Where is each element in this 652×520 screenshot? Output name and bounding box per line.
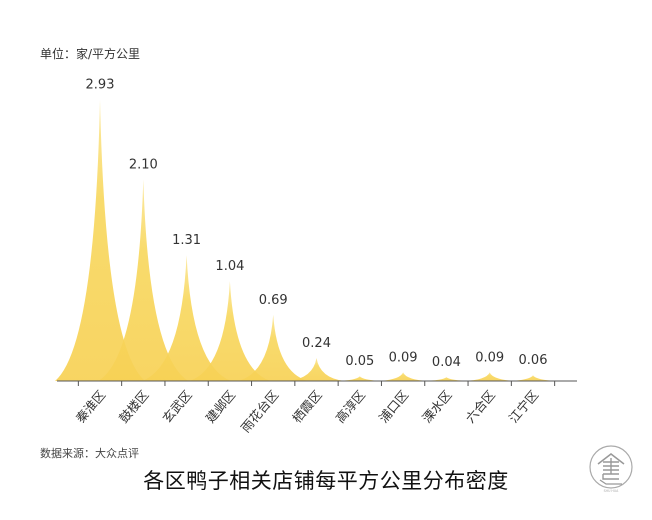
value-label: 0.04	[432, 355, 461, 370]
unit-label: 单位：家/平方公里	[40, 47, 141, 61]
shu-seal-logo-icon: SHU HUA	[589, 445, 633, 493]
spike-5	[238, 314, 309, 381]
spike-4	[189, 281, 271, 381]
spike-10	[463, 372, 516, 381]
category-label: 秦淮区	[73, 387, 109, 425]
value-label: 0.24	[302, 336, 331, 351]
value-label: 0.09	[389, 350, 418, 365]
value-label: 1.04	[215, 259, 244, 274]
value-label: 2.93	[86, 78, 115, 93]
data-source-label: 数据来源：大众点评	[40, 447, 139, 460]
category-label: 江宁区	[506, 387, 542, 425]
value-label: 1.31	[172, 233, 201, 248]
value-label: 0.69	[259, 293, 288, 308]
category-label: 鼓楼区	[116, 387, 152, 425]
category-label: 玄武区	[159, 387, 195, 425]
category-label: 建邺区	[203, 387, 239, 425]
spike-6	[288, 357, 345, 381]
value-label: 0.05	[345, 354, 374, 369]
value-label: 0.06	[519, 353, 548, 368]
spike-8	[377, 372, 430, 381]
spike-3	[142, 255, 231, 381]
category-label: 浦口区	[376, 387, 412, 425]
spike-2	[98, 179, 189, 381]
x-axis-ticks	[77, 381, 556, 386]
value-label: 2.10	[129, 157, 158, 172]
spike-11	[507, 375, 559, 381]
category-label: 高淳区	[332, 387, 368, 425]
x-axis-labels: 秦淮区 鼓楼区 玄武区 建邺区 雨花台区 栖霞区 高淳区 浦口区 溧水区 六合区 江宁区	[73, 387, 542, 435]
spike-1	[55, 99, 145, 381]
category-label: 栖霞区	[289, 387, 325, 425]
logo-caption: SHU HUA	[604, 489, 619, 493]
spike-7	[334, 376, 386, 381]
category-label: 六合区	[462, 387, 498, 425]
density-chart: 2.93 2.10 1.31 1.04 0.69 0.24 0.05 0.09 0.04 0.09…	[55, 78, 577, 435]
value-labels: 2.93 2.10 1.31 1.04 0.69 0.24 0.05 0.09 0.04 0.09…	[86, 78, 548, 370]
spike-series	[55, 99, 559, 381]
category-label: 雨花台区	[238, 387, 282, 435]
category-label: 溧水区	[419, 387, 455, 425]
value-label: 0.09	[475, 350, 504, 365]
spike-9	[421, 377, 472, 381]
chart-title: 各区鸭子相关店铺每平方公里分布密度	[143, 469, 509, 493]
